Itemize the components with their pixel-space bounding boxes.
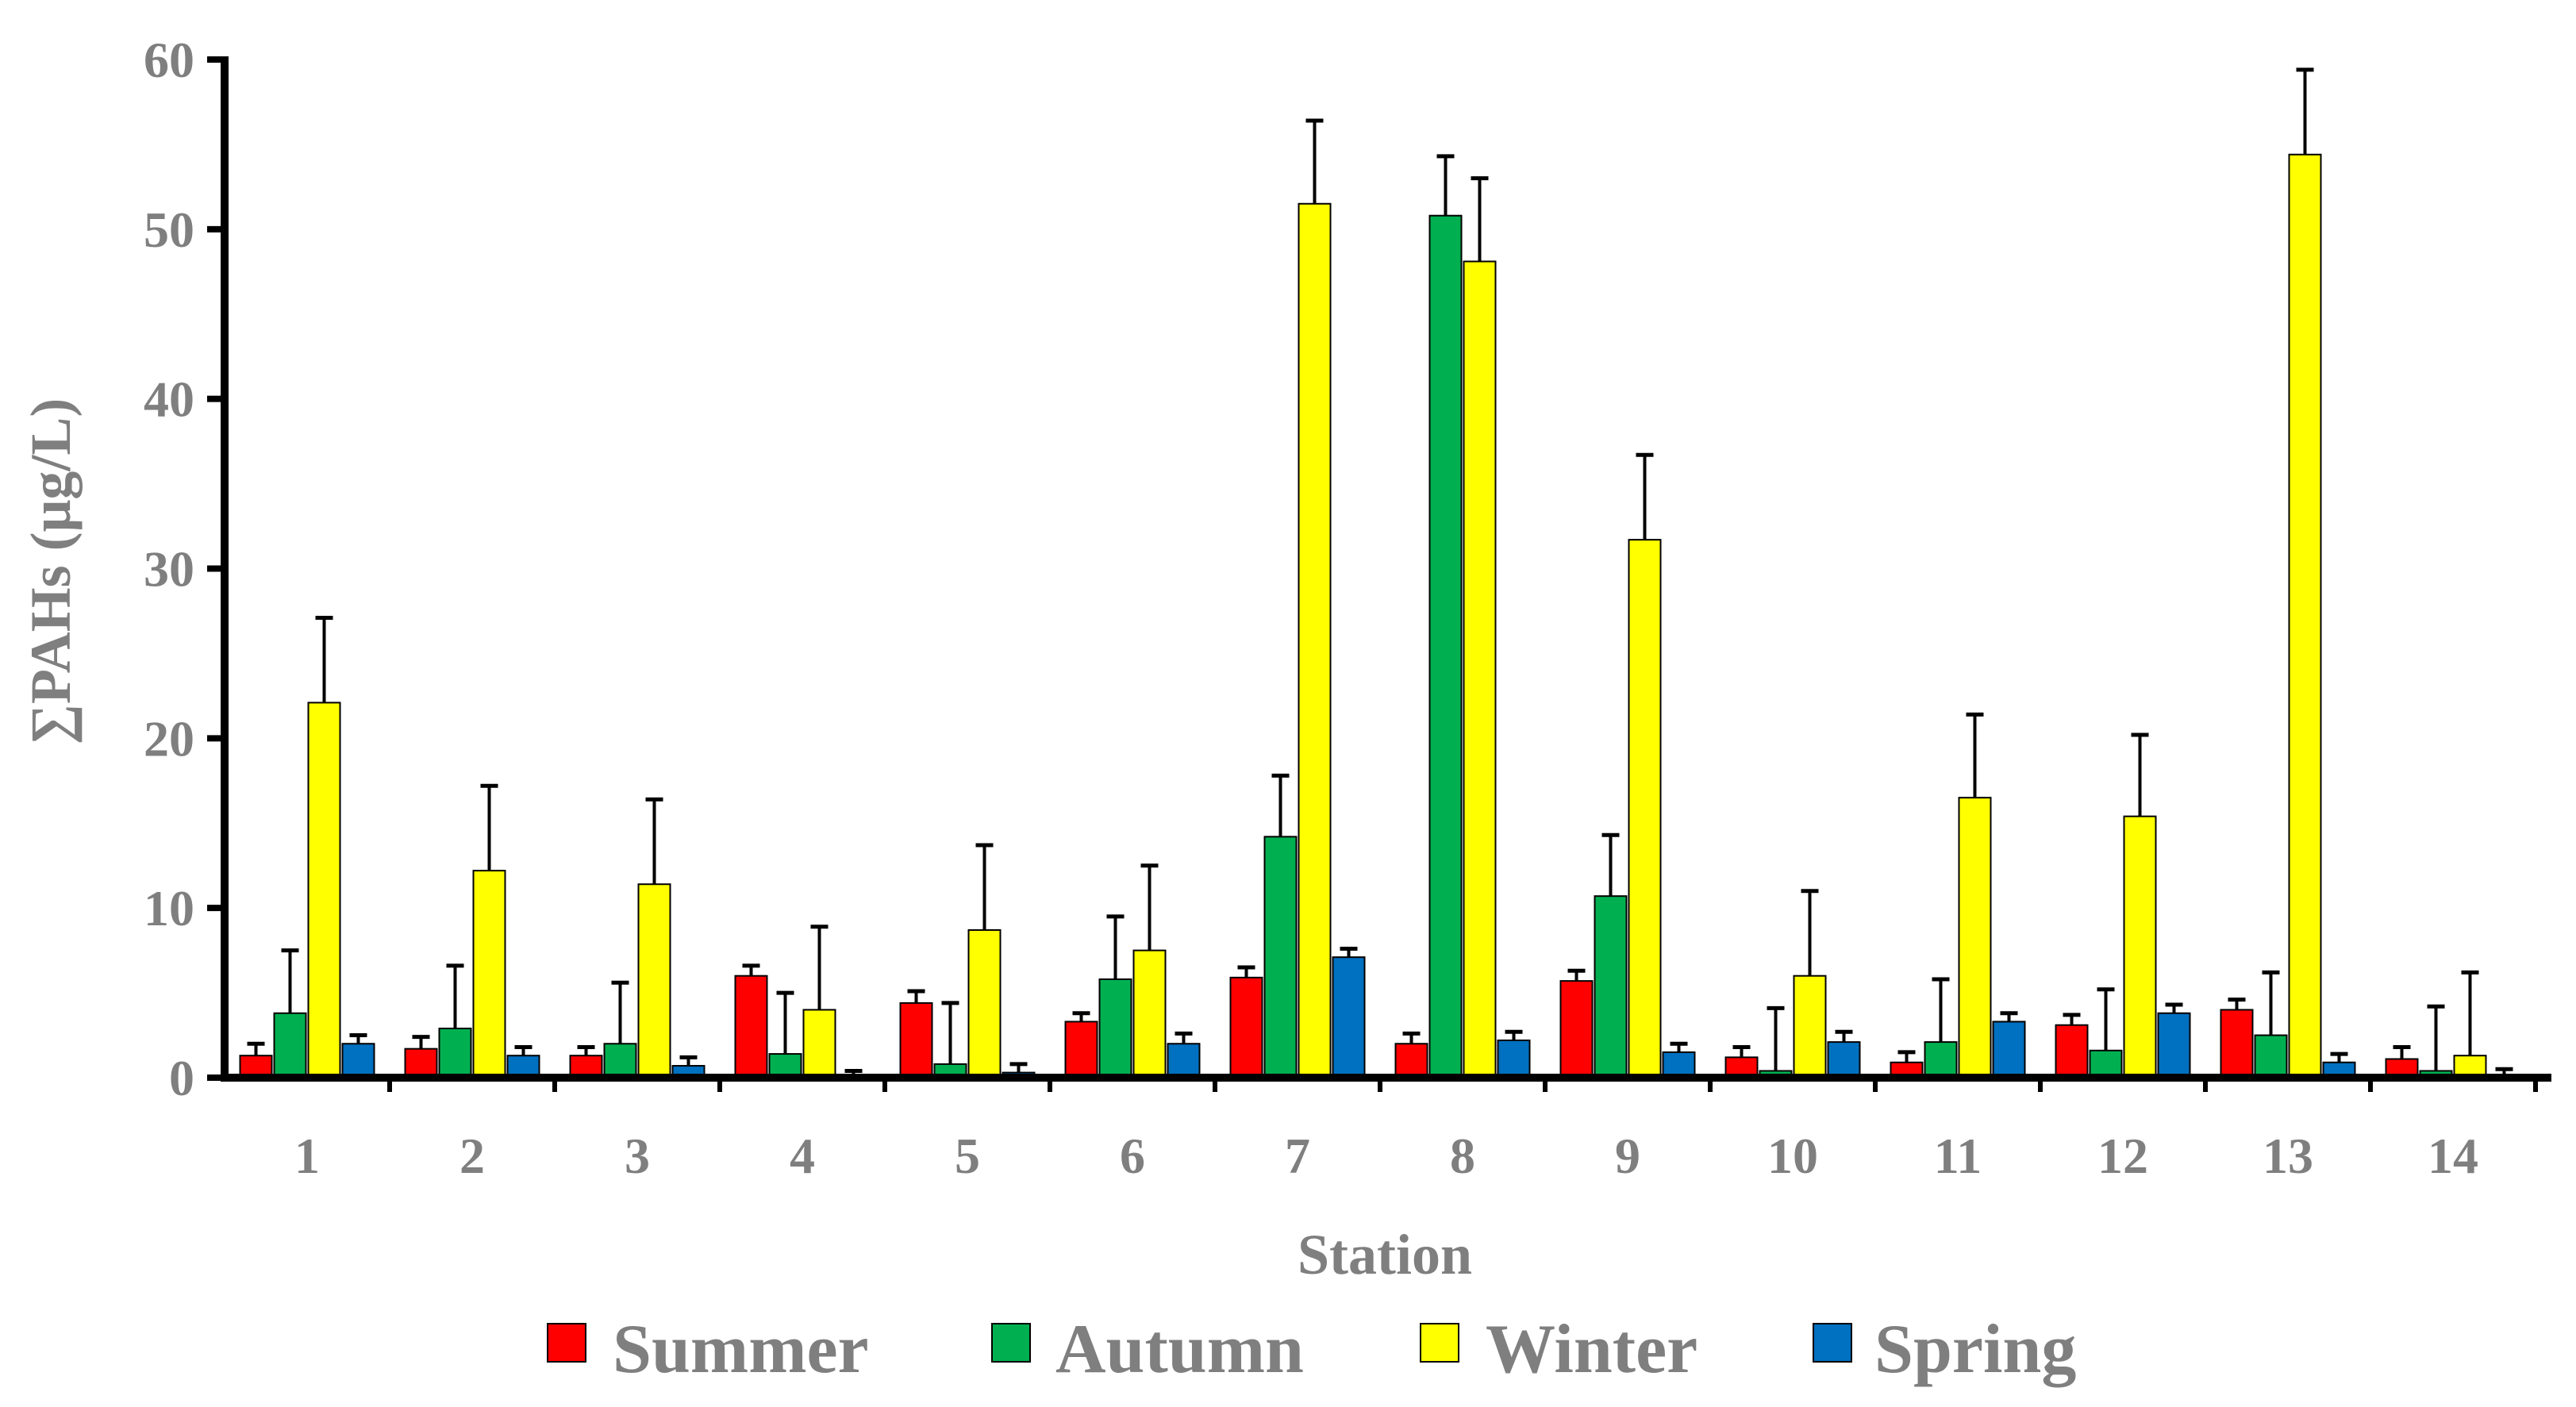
x-tick-label: 6	[1120, 1128, 1145, 1184]
y-tick-label: 50	[144, 202, 194, 258]
bar-winter-station-7	[1298, 202, 1332, 1079]
bar-winter-station-5	[967, 928, 1002, 1078]
bar-summer-station-6	[1064, 1021, 1098, 1079]
x-tick-label: 14	[2428, 1128, 2478, 1184]
bar-autumn-station-9	[1594, 895, 1628, 1079]
bar-spring-station-7	[1332, 956, 1366, 1079]
bars	[239, 153, 2521, 1079]
bar-spring-station-8	[1497, 1039, 1531, 1078]
x-axis-ticks: 1 2 3 4 5 6 7 8 9 10 11 12 13 14	[294, 1078, 2538, 1184]
bar-winter-station-12	[2123, 815, 2157, 1078]
x-axis-title: Station	[1298, 1223, 1472, 1286]
legend-swatch-spring	[1813, 1323, 1852, 1363]
bar-spring-station-6	[1167, 1043, 1201, 1078]
bar-autumn-station-8	[1428, 214, 1463, 1078]
y-tick-label: 40	[144, 371, 194, 428]
legend-swatch-autumn	[991, 1323, 1031, 1363]
bar-winter-station-3	[637, 883, 671, 1078]
bar-summer-station-4	[734, 975, 768, 1078]
bar-spring-station-12	[2157, 1012, 2191, 1078]
x-tick-label: 1	[294, 1128, 320, 1184]
x-tick-label: 4	[790, 1128, 815, 1184]
legend-label-spring: Spring	[1874, 1311, 2076, 1388]
bar-winter-station-1	[307, 702, 341, 1078]
legend-swatch-summer	[547, 1323, 586, 1363]
x-tick-label: 12	[2097, 1128, 2148, 1184]
y-tick-label: 10	[144, 880, 194, 936]
bar-spring-station-10	[1827, 1041, 1861, 1078]
bar-summer-station-5	[899, 1001, 933, 1078]
bar-autumn-station-12	[2089, 1049, 2123, 1078]
bar-autumn-station-2	[438, 1027, 472, 1078]
bar-winter-station-9	[1628, 539, 1662, 1078]
x-tick-label: 2	[459, 1128, 485, 1184]
x-tick-label: 7	[1285, 1128, 1310, 1184]
bar-spring-station-1	[341, 1043, 375, 1078]
legend-label-winter: Winter	[1486, 1311, 1697, 1388]
bar-autumn-station-6	[1098, 978, 1132, 1079]
x-tick-label: 5	[955, 1128, 980, 1184]
bar-autumn-station-13	[2254, 1034, 2288, 1078]
bar-winter-station-11	[1958, 797, 1992, 1078]
bar-winter-station-13	[2288, 153, 2322, 1078]
bar-summer-station-9	[1559, 980, 1594, 1078]
bar-winter-station-2	[472, 870, 506, 1078]
x-tick-label: 10	[1767, 1128, 1818, 1184]
x-tick-label: 9	[1615, 1128, 1640, 1184]
bar-spring-station-11	[1992, 1021, 2026, 1079]
x-tick-label: 13	[2263, 1128, 2313, 1184]
legend-swatch-winter	[1420, 1323, 1459, 1363]
y-tick-label: 0	[169, 1050, 194, 1106]
x-tick-label: 11	[1934, 1128, 1982, 1184]
y-tick-label: 30	[144, 541, 194, 598]
bar-winter-station-4	[802, 1009, 836, 1079]
bar-summer-station-7	[1229, 976, 1263, 1079]
y-tick-label: 60	[144, 32, 194, 88]
legend-label-autumn: Autumn	[1055, 1311, 1304, 1388]
bar-summer-station-12	[2055, 1024, 2089, 1078]
x-tick-label: 8	[1450, 1128, 1475, 1184]
bar-autumn-station-3	[603, 1043, 637, 1078]
bar-winter-station-6	[1132, 949, 1167, 1078]
error-bars	[247, 67, 2513, 1076]
bar-summer-station-8	[1394, 1043, 1428, 1078]
bar-autumn-station-7	[1263, 836, 1298, 1079]
bar-winter-station-10	[1793, 975, 1827, 1078]
y-axis-ticks: 0 10 20 30 40 50 60	[144, 32, 225, 1106]
legend: Summer Autumn Winter Spring	[547, 1311, 2076, 1388]
bar-summer-station-2	[404, 1048, 438, 1078]
y-tick-label: 20	[144, 710, 194, 767]
bar-winter-station-8	[1463, 260, 1497, 1078]
bar-autumn-station-1	[273, 1012, 307, 1078]
bar-summer-station-13	[2220, 1009, 2254, 1079]
bar-autumn-station-11	[1924, 1041, 1958, 1078]
x-tick-label: 3	[625, 1128, 650, 1184]
legend-label-summer: Summer	[613, 1311, 869, 1388]
y-axis-title: ∑PAHs (μg/L)	[19, 398, 83, 745]
